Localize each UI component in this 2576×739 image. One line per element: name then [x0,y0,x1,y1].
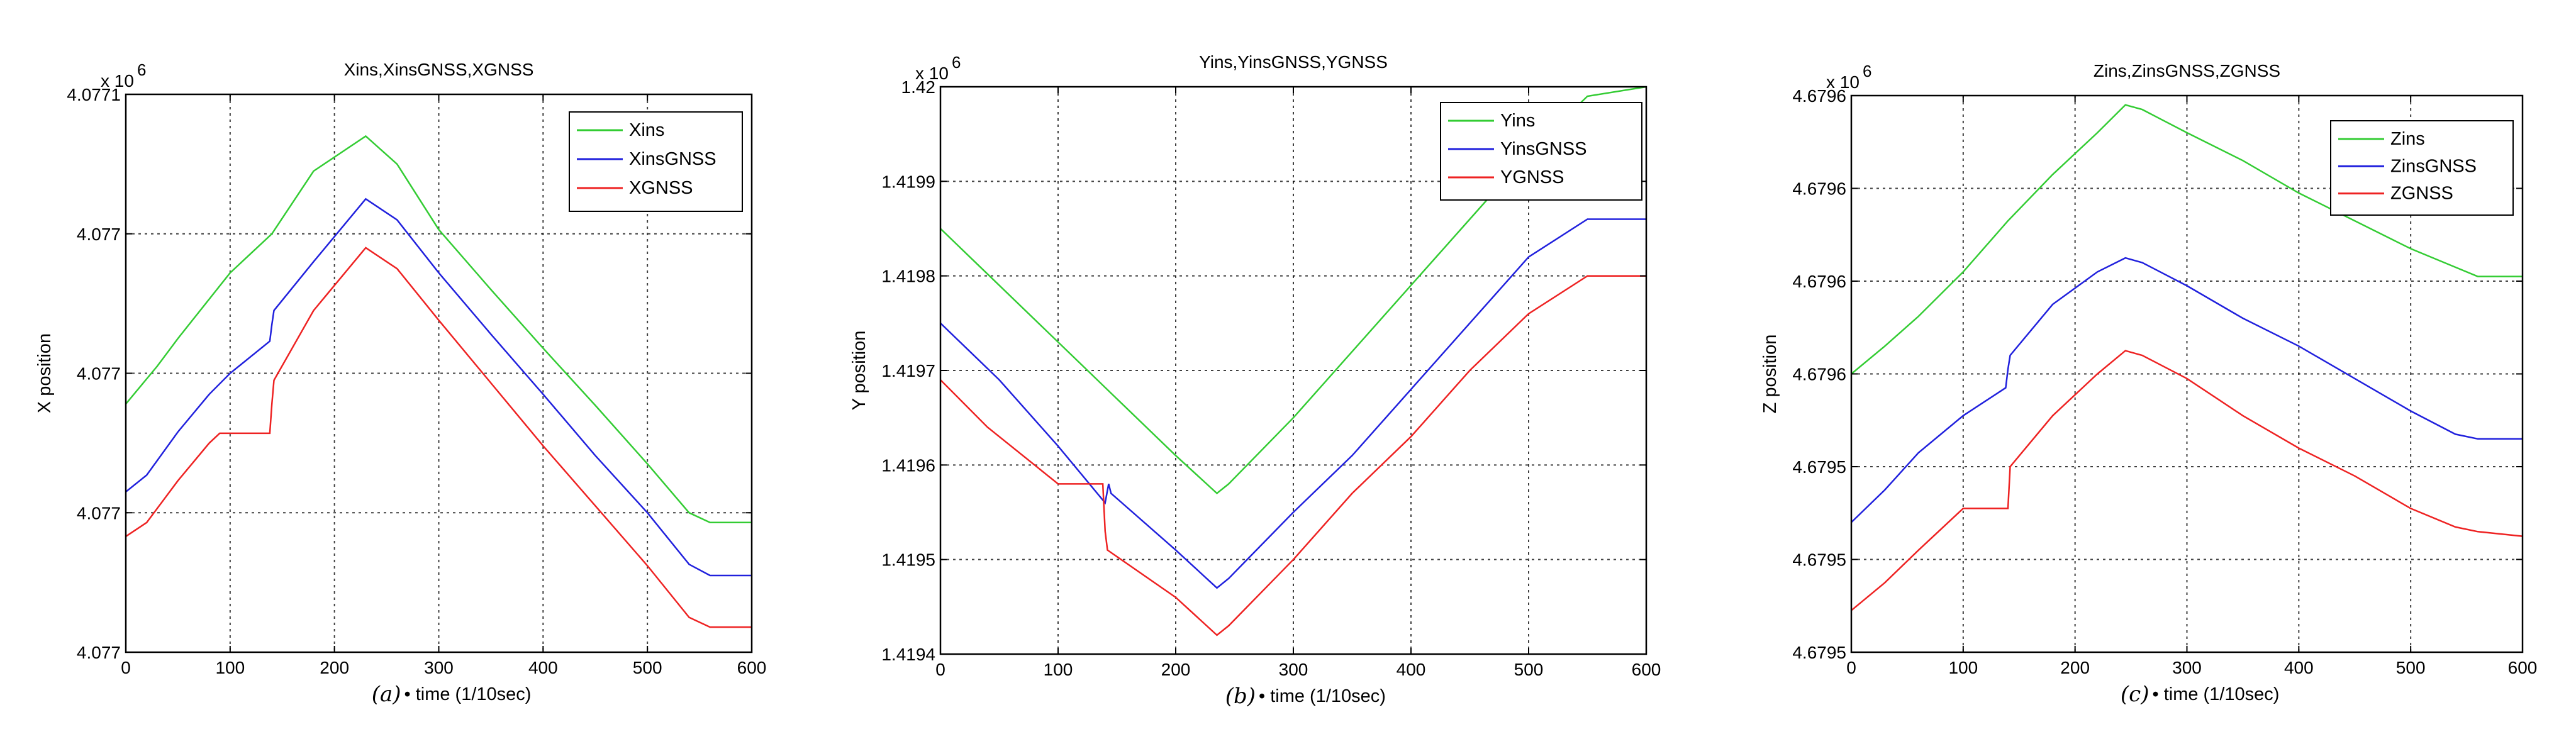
chart3-ytick-label-3: 4.6796 [1792,365,1846,384]
chart3-legend-label-zinsgnss: ZinsGNSS [2390,156,2477,176]
chart1-legend-label-xins: Xins [629,120,664,140]
chart3-xtick-label-4: 400 [2284,658,2314,677]
chart1-ytick-label-4: 4.0771 [67,85,121,104]
chart3-xtick-label-1: 100 [1948,658,1978,677]
chart2-legend-box [1440,102,1642,201]
chart2-ylabel: Y position [849,331,869,411]
chart3-xtick-label-2: 200 [2060,658,2090,677]
chart2-xtick-label-4: 400 [1397,660,1426,679]
chart2-xtick-label-6: 600 [1632,660,1661,679]
chart1-xlabel-letter: (a) [372,682,401,707]
chart2-xlabel: • time (1/10sec) [1259,686,1386,706]
chart1-ytick-label-1: 4.077 [77,503,121,523]
chart2-ytick-label-3: 1.4197 [881,361,935,381]
chart1-ytick-label-2: 4.077 [77,364,121,384]
chart3-exponent-power: 6 [1863,62,1871,81]
chart1-xtick-label-4: 400 [528,658,558,677]
chart1-xlabel: • time (1/10sec) [404,684,532,704]
chart2-legend-label-yinsgnss: YinsGNSS [1500,139,1587,159]
chart2-exponent-power: 6 [952,53,961,72]
chart1-xtick-label-1: 100 [215,658,245,677]
chart3-ytick-label-6: 4.6796 [1792,86,1846,106]
chart3-xlabel-letter: (c) [2121,682,2149,707]
chart1-legend-label-xgnss: XGNSS [629,178,693,198]
chart3-series-zins [1851,104,2523,375]
chart2-xtick-label-2: 200 [1161,660,1191,679]
chart1-xtick-label-6: 600 [737,658,767,677]
chart2-ytick-label-2: 1.4196 [881,455,935,475]
chart2-ytick-label-0: 1.4194 [881,645,935,664]
chart3-series-zinsgnss [1851,257,2523,523]
chart2-legend-label-yins: Yins [1500,111,1535,131]
chart3-xtick-label-5: 500 [2396,658,2426,677]
chart2-ytick-label-5: 1.4199 [881,172,935,191]
chart3-ytick-label-5: 4.6796 [1792,179,1846,199]
chart2-series-ygnss [940,275,1646,636]
chart2-legend-label-ygnss: YGNSS [1500,167,1564,187]
chart3-series-zgnss [1851,350,2523,611]
chart3-ytick-label-2: 4.6795 [1792,457,1846,477]
chart3-title: Zins,ZinsGNSS,ZGNSS [2094,61,2280,81]
chart3-exponent-base: x 10 [1826,72,1860,92]
chart1-legend-box [569,111,743,212]
chart1-xtick-label-5: 500 [633,658,662,677]
chart2-xtick-label-1: 100 [1044,660,1073,679]
chart3-legend-box [2330,120,2514,216]
chart1-exponent-power: 6 [137,60,146,79]
chart1-xtick-label-0: 0 [121,658,131,677]
chart3-xtick-label-0: 0 [1846,658,1856,677]
chart3-ytick-label-0: 4.6795 [1792,643,1846,662]
chart3-ytick-label-1: 4.6795 [1792,550,1846,570]
chart1-title: Xins,XinsGNSS,XGNSS [344,60,534,79]
chart1-xtick-label-3: 300 [424,658,454,677]
chart1-series-xgnss [125,247,752,628]
chart3-xlabel: • time (1/10sec) [2153,684,2280,704]
chart1-xtick-label-2: 200 [320,658,349,677]
chart1-legend-label-xinsgnss: XinsGNSS [629,149,716,169]
chart2-xlabel-letter: (b) [1225,684,1256,709]
chart2-ytick-label-4: 1.4198 [881,267,935,286]
chart3-ytick-label-4: 4.6796 [1792,272,1846,291]
chart2-ytick-label-6: 1.42 [901,77,936,97]
chart1-ytick-label-0: 4.077 [77,643,121,662]
chart2-title: Yins,YinsGNSS,YGNSS [1199,52,1388,72]
chart2-xtick-label-0: 0 [935,660,945,679]
chart1-exponent-base: x 10 [101,71,134,91]
chart2-xtick-label-5: 500 [1514,660,1544,679]
chart3-ylabel: Z position [1760,335,1780,414]
chart3-legend-label-zins: Zins [2390,129,2425,149]
chart2-ytick-label-1: 1.4195 [881,550,935,570]
chart3-legend-label-zgnss: ZGNSS [2390,184,2453,204]
chart2-xtick-label-3: 300 [1279,660,1308,679]
chart1-series-xinsgnss [125,197,752,577]
chart1-series-xins [125,135,752,524]
chart3-xtick-label-3: 300 [2172,658,2202,677]
chart1-ytick-label-3: 4.077 [77,225,121,244]
chart1-ylabel: X position [35,333,55,413]
chart3-xtick-label-6: 600 [2508,658,2538,677]
chart2-exponent-base: x 10 [915,64,949,83]
